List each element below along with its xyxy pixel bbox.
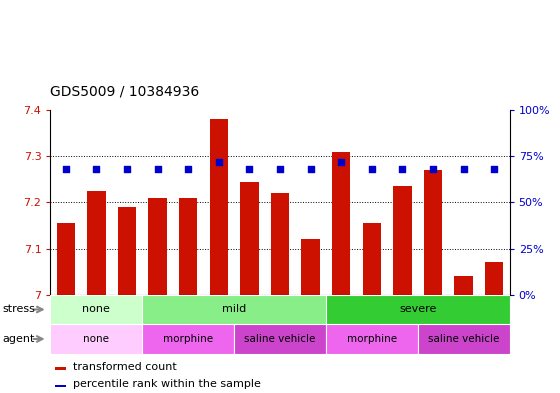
Point [276,166,284,172]
Text: none: none [82,305,110,314]
Text: agent: agent [3,334,35,344]
Text: saline vehicle: saline vehicle [428,334,500,344]
Text: mild: mild [222,305,246,314]
Point [214,159,223,165]
Bar [363,223,381,295]
Bar [57,223,75,295]
Point [153,166,162,172]
Bar [485,263,503,295]
Point [367,166,376,172]
Bar [50,324,142,354]
Bar [393,186,412,295]
Bar [326,324,418,354]
Bar [271,193,289,295]
Point [398,166,407,172]
Text: morphine: morphine [347,334,397,344]
Text: GDS5009 / 10384936: GDS5009 / 10384936 [50,84,200,98]
Point [490,166,499,172]
Text: stress: stress [3,305,36,314]
Bar [87,191,105,295]
Text: saline vehicle: saline vehicle [244,334,316,344]
Bar [209,119,228,295]
Point [306,166,315,172]
Point [61,166,70,172]
Point [337,159,346,165]
Text: morphine: morphine [163,334,213,344]
Bar [55,385,67,387]
Bar [301,239,320,295]
Point [92,166,101,172]
Bar [424,170,442,295]
Bar [179,198,197,295]
Bar [418,324,510,354]
Bar [332,152,351,295]
Text: severe: severe [399,305,436,314]
Text: transformed count: transformed count [73,362,177,372]
Bar [326,295,510,324]
Point [459,166,468,172]
Point [428,166,437,172]
Bar [118,207,136,295]
Bar [142,295,326,324]
Point [184,166,193,172]
Bar [234,324,326,354]
Point [123,166,132,172]
Bar [455,276,473,295]
Text: percentile rank within the sample: percentile rank within the sample [73,379,261,389]
Bar [148,198,167,295]
Point [245,166,254,172]
Bar [50,295,142,324]
Bar [142,324,234,354]
Text: none: none [83,334,109,344]
Bar [240,182,259,295]
Bar [55,367,67,370]
